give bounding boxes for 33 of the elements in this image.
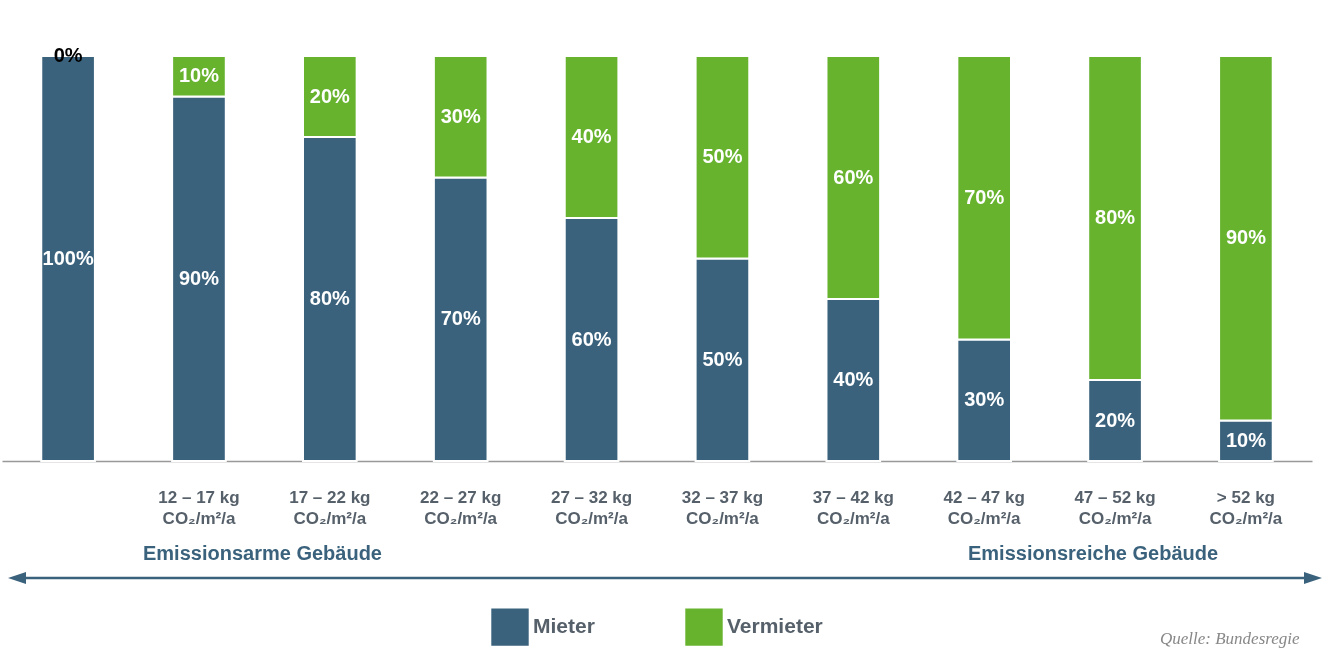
data-label: 40%: [833, 368, 874, 390]
x-tick-label: 32 – 37 kg CO₂/m²/a: [681, 487, 764, 528]
data-label: 80%: [309, 287, 351, 309]
data-label: 90%: [178, 266, 220, 289]
x-tick-label: 42 – 47 kg CO₂/m²/a: [943, 487, 1025, 528]
legend-label: Mieter: [533, 614, 595, 638]
x-tick-label: 27 – 32 kg CO₂/m²/a: [550, 487, 633, 528]
x-tick-label: 37 – 42 kg CO₂/m²/a: [812, 487, 894, 528]
data-label: 20%: [1095, 408, 1136, 431]
data-label: 50%: [702, 347, 743, 370]
x-tick-label: 47 – 52 kg CO₂/m²/a: [1074, 487, 1156, 528]
data-label: 50%: [702, 145, 743, 168]
source-note: Quelle: Bundesregie: [1160, 629, 1300, 649]
x-tick-label: 17 – 22 kg CO₂/m²/a: [289, 487, 371, 528]
text: Emissionsarme Gebäude: [143, 542, 382, 565]
text: Emissionsreiche Gebäude: [968, 542, 1219, 565]
x-tick-label: > 52 kg CO₂/m²/a: [1209, 487, 1283, 528]
data-label: 20%: [309, 84, 351, 107]
data-label: 30%: [440, 104, 481, 127]
data-label: 30%: [964, 388, 1005, 411]
data-label: 10%: [178, 64, 220, 87]
data-label: 90%: [1225, 226, 1267, 249]
legend-label: Vermieter: [727, 614, 823, 638]
data-label: 60%: [833, 165, 874, 188]
data-label: 80%: [1095, 206, 1136, 228]
data-label: 60%: [571, 327, 612, 350]
data-label: 70%: [964, 185, 1005, 208]
data-label: 100%: [42, 246, 94, 269]
data-label: 70%: [440, 307, 481, 330]
data-label: 10%: [1225, 428, 1267, 451]
data-label: 40%: [571, 125, 612, 147]
x-tick-label: 12 – 17 kg CO₂/m²/a: [158, 487, 240, 528]
x-tick-label: 22 – 27 kg CO₂/m²/a: [420, 487, 502, 528]
